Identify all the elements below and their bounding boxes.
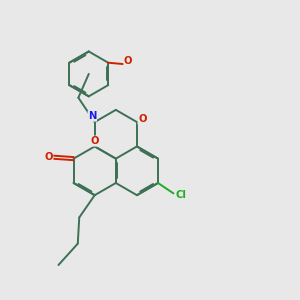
Text: O: O xyxy=(124,56,132,66)
Text: O: O xyxy=(91,136,99,146)
Text: O: O xyxy=(138,114,146,124)
Text: O: O xyxy=(44,152,53,162)
Text: Cl: Cl xyxy=(176,190,186,200)
Text: N: N xyxy=(88,111,97,121)
